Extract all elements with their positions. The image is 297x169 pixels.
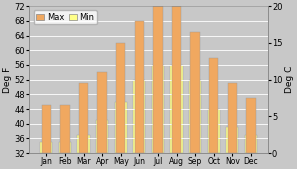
Bar — [226, 127, 238, 153]
Bar — [133, 80, 145, 153]
Bar — [246, 98, 255, 153]
Bar — [42, 105, 51, 153]
Bar — [97, 72, 107, 153]
Bar — [228, 83, 237, 153]
Bar — [190, 32, 200, 153]
Bar — [172, 6, 181, 153]
Y-axis label: Deg C: Deg C — [285, 66, 294, 93]
Bar — [78, 135, 90, 153]
Bar — [170, 65, 183, 153]
Y-axis label: Deg F: Deg F — [3, 67, 12, 93]
Bar — [152, 65, 164, 153]
Bar — [60, 105, 69, 153]
Bar — [189, 80, 201, 153]
Bar — [135, 21, 144, 153]
Bar — [115, 102, 127, 153]
Bar — [208, 109, 220, 153]
Bar — [153, 6, 162, 153]
Bar — [96, 120, 108, 153]
Bar — [79, 83, 88, 153]
Bar — [116, 43, 125, 153]
Bar — [59, 142, 71, 153]
Bar — [209, 58, 218, 153]
Legend: Max, Min: Max, Min — [34, 10, 97, 25]
Bar — [40, 142, 52, 153]
Bar — [245, 135, 257, 153]
